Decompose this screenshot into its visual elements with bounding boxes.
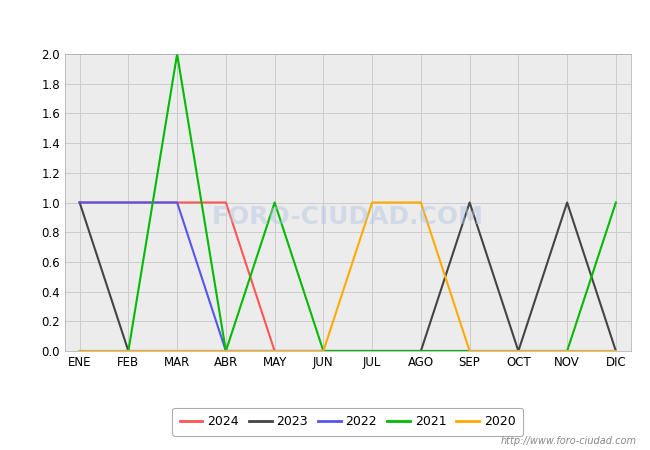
- Text: FORO-CIUDAD.COM: FORO-CIUDAD.COM: [212, 205, 484, 230]
- Legend: 2024, 2023, 2022, 2021, 2020: 2024, 2023, 2022, 2021, 2020: [172, 408, 523, 436]
- Text: http://www.foro-ciudad.com: http://www.foro-ciudad.com: [501, 436, 637, 446]
- Text: Matriculaciones de Vehiculos en La Orbada: Matriculaciones de Vehiculos en La Orbad…: [146, 11, 504, 29]
